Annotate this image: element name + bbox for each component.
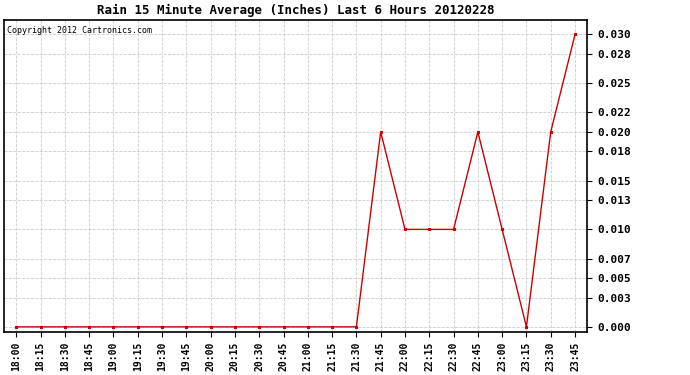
Text: Copyright 2012 Cartronics.com: Copyright 2012 Cartronics.com bbox=[7, 26, 152, 35]
Title: Rain 15 Minute Average (Inches) Last 6 Hours 20120228: Rain 15 Minute Average (Inches) Last 6 H… bbox=[97, 4, 495, 17]
